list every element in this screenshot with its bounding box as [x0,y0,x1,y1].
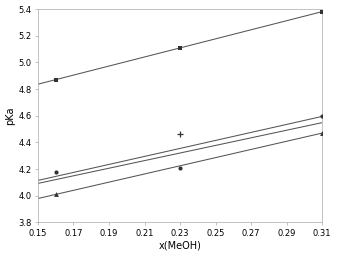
Point [53,192,58,196]
Point [319,10,325,14]
Point [53,170,58,174]
Point [177,46,183,50]
Point [177,166,183,170]
Point [319,131,325,135]
Point [53,78,58,82]
Y-axis label: pKa: pKa [5,106,16,125]
X-axis label: x(MeOH): x(MeOH) [159,240,202,250]
Point [177,132,183,136]
Point [319,114,325,118]
